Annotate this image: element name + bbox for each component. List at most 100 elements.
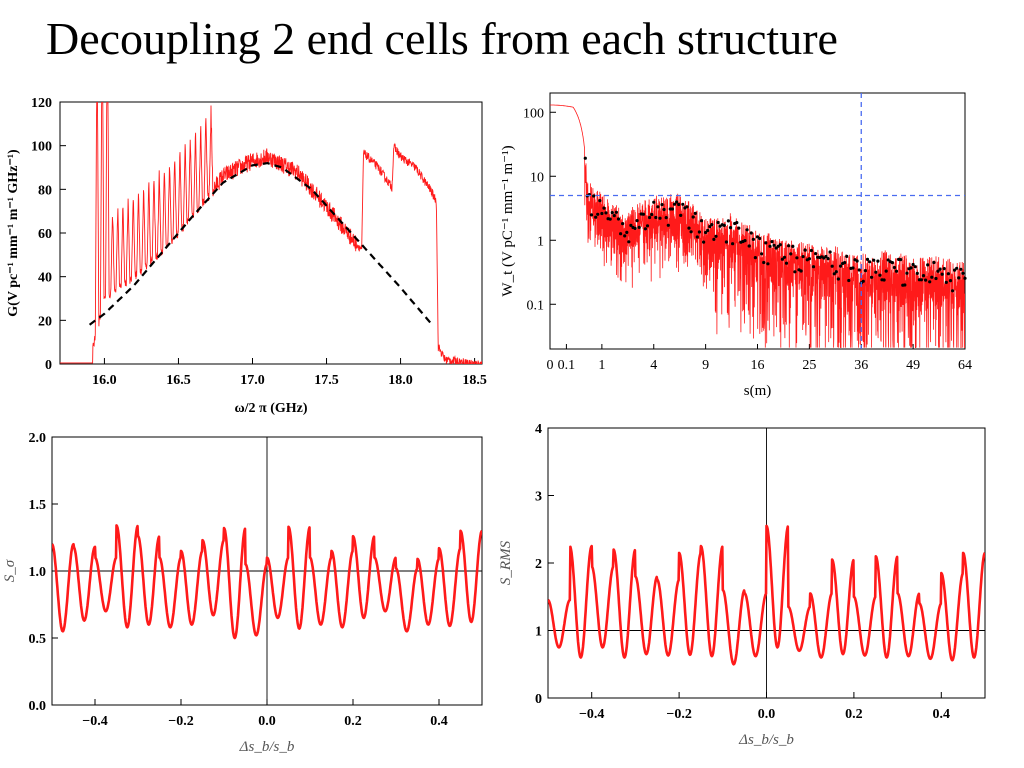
data-point bbox=[708, 225, 712, 229]
data-point bbox=[664, 216, 668, 220]
data-point bbox=[884, 269, 888, 273]
data-point bbox=[627, 240, 631, 244]
spectral-function-chart: 0 20 40 60 80 100 120 16.0 16.5 17.0 17.5 18.0 18.5 ω… bbox=[6, 96, 487, 416]
data-point bbox=[780, 257, 784, 261]
data-point bbox=[870, 275, 874, 279]
x-tick-label: −0.2 bbox=[168, 714, 193, 729]
data-point bbox=[768, 244, 772, 248]
x-tick-label: 64 bbox=[958, 358, 972, 373]
x-tick-label: −0.4 bbox=[579, 707, 604, 722]
data-point bbox=[946, 272, 950, 276]
y-tick-label: 0 bbox=[45, 358, 52, 373]
data-point bbox=[747, 244, 751, 248]
data-point bbox=[706, 228, 710, 233]
data-point bbox=[670, 207, 674, 211]
data-point bbox=[654, 215, 658, 220]
data-point bbox=[890, 261, 894, 265]
data-point bbox=[764, 241, 768, 245]
x-tick-label: 16 bbox=[751, 358, 765, 373]
data-point bbox=[878, 273, 882, 277]
y-tick-label: 3 bbox=[535, 490, 542, 505]
data-point bbox=[616, 217, 621, 221]
data-point bbox=[824, 254, 828, 259]
data-point bbox=[608, 217, 612, 221]
data-point bbox=[772, 243, 776, 247]
data-point bbox=[770, 240, 774, 244]
data-point bbox=[749, 231, 753, 235]
y-tick-label: 0.5 bbox=[29, 632, 47, 647]
x-tick-label: 1 bbox=[598, 358, 605, 373]
data-point bbox=[814, 252, 818, 256]
s-sigma-chart: 0.0 0.5 1.0 1.5 2.0 −0.4 −0.2 0.0 0.2 0.4 Δs_b/s_b… bbox=[2, 431, 483, 755]
data-point bbox=[598, 199, 602, 203]
data-point bbox=[828, 250, 832, 254]
data-point bbox=[865, 257, 870, 261]
data-point bbox=[836, 277, 840, 281]
data-point bbox=[693, 211, 697, 215]
data-point bbox=[940, 272, 944, 276]
y-tick-label: 1.0 bbox=[29, 565, 47, 580]
data-point bbox=[843, 261, 847, 265]
data-point bbox=[847, 278, 851, 283]
data-point bbox=[955, 266, 959, 270]
data-point bbox=[697, 230, 701, 234]
data-point bbox=[857, 268, 861, 272]
data-point bbox=[702, 240, 706, 244]
sensitivity-curve bbox=[52, 524, 482, 640]
data-point bbox=[643, 227, 647, 231]
x-tick-label: −0.2 bbox=[666, 707, 691, 722]
data-point bbox=[675, 200, 679, 204]
data-point bbox=[905, 271, 909, 275]
y-axis-label: S_σ bbox=[2, 559, 18, 582]
data-point bbox=[801, 255, 805, 259]
data-point bbox=[600, 211, 604, 216]
data-point bbox=[957, 276, 961, 280]
y-axis-label: S_RMS bbox=[498, 540, 514, 585]
data-point bbox=[784, 261, 789, 265]
data-point bbox=[753, 256, 757, 260]
x-axis-label: Δs_b/s_b bbox=[738, 732, 794, 748]
y-tick-label: 20 bbox=[38, 314, 52, 329]
data-point bbox=[930, 275, 934, 279]
data-point bbox=[926, 263, 930, 267]
data-point bbox=[959, 267, 963, 271]
data-point bbox=[921, 274, 926, 278]
data-point bbox=[832, 272, 836, 276]
data-point bbox=[913, 265, 917, 269]
data-point bbox=[894, 269, 899, 273]
data-point bbox=[811, 265, 816, 269]
data-point bbox=[778, 243, 782, 247]
data-point bbox=[760, 252, 764, 256]
wakefield-curve bbox=[550, 104, 965, 349]
data-point bbox=[758, 236, 762, 241]
data-point bbox=[612, 214, 616, 218]
data-point bbox=[637, 225, 641, 229]
data-point bbox=[629, 223, 633, 227]
data-point bbox=[803, 248, 807, 252]
data-point bbox=[863, 269, 867, 273]
x-tick-label: 0.0 bbox=[258, 714, 276, 729]
data-point bbox=[737, 226, 741, 230]
data-point bbox=[919, 278, 923, 282]
data-point bbox=[641, 212, 645, 216]
data-point bbox=[699, 219, 704, 223]
data-point bbox=[652, 200, 656, 204]
data-point bbox=[793, 270, 797, 274]
x-tick-label: 16.5 bbox=[166, 373, 191, 388]
data-point bbox=[666, 223, 670, 227]
y-tick-label: 60 bbox=[38, 227, 52, 242]
data-point bbox=[795, 256, 799, 260]
x-tick-label: 49 bbox=[906, 358, 920, 373]
data-point bbox=[932, 260, 936, 265]
data-point bbox=[625, 230, 629, 234]
x-axis-label: ω/2 π (GHz) bbox=[234, 401, 307, 416]
data-point bbox=[743, 239, 747, 243]
data-point bbox=[656, 205, 660, 209]
data-point bbox=[874, 270, 878, 274]
y-tick-label: 0.0 bbox=[29, 699, 47, 714]
x-tick-label: 0.2 bbox=[845, 707, 863, 722]
data-point bbox=[882, 278, 886, 282]
data-point bbox=[679, 213, 683, 217]
data-point bbox=[751, 237, 755, 241]
